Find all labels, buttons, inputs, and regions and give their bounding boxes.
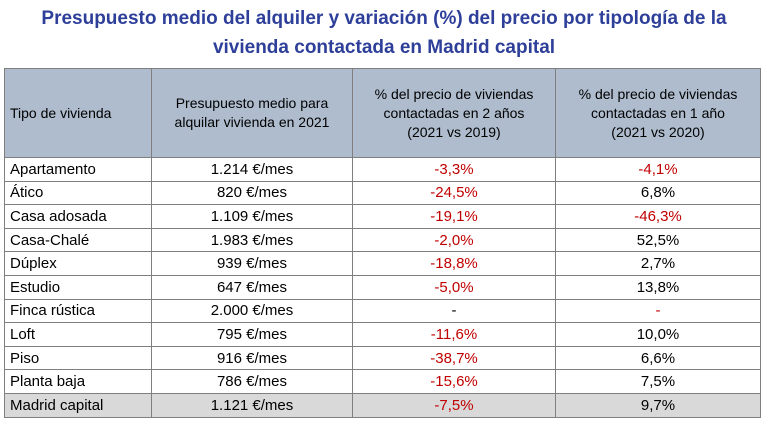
total-row: Madrid capital 1.121 €/mes -7,5% 9,7% (4, 392, 761, 418)
cell-presupuesto: 1.109 €/mes (151, 204, 353, 229)
table-row: Apartamento 1.214 €/mes -3,3% -4,1% (4, 157, 761, 182)
cell-presupuesto: 2.000 €/mes (151, 298, 353, 324)
cell-tipo: Ático (4, 180, 152, 206)
cell-presupuesto: 820 €/mes (151, 180, 353, 206)
cell-tipo: Dúplex (4, 251, 152, 276)
cell-presupuesto: 795 €/mes (151, 322, 353, 347)
cell-tipo: Madrid capital (4, 392, 152, 418)
cell-var-1-ano: 6,6% (555, 345, 761, 371)
cell-var-1-ano: 10,0% (555, 322, 761, 347)
cell-tipo: Casa adosada (4, 204, 152, 229)
table-row: Casa-Chalé 1.983 €/mes -2,0% 52,5% (4, 227, 761, 253)
cell-var-2-anos: -5,0% (352, 274, 556, 300)
cell-var-2-anos: -3,3% (352, 157, 556, 182)
cell-tipo: Piso (4, 345, 152, 371)
header-var-1-ano: % del precio de viviendas contactadas en … (555, 68, 761, 158)
cell-presupuesto: 1.214 €/mes (151, 157, 353, 182)
title-line-2: vivienda contactada en Madrid capital (212, 37, 556, 58)
page-title: Presupuesto medio del alquiler y variaci… (0, 4, 768, 62)
table-row: Ático 820 €/mes -24,5% 6,8% (4, 180, 761, 206)
table-body: Apartamento 1.214 €/mes -3,3% -4,1% Ático 820… (4, 157, 761, 418)
cell-presupuesto: 939 €/mes (151, 251, 353, 276)
cell-var-1-ano: 9,7% (555, 392, 761, 418)
cell-tipo: Estudio (4, 274, 152, 300)
cell-var-2-anos: -19,1% (352, 204, 556, 229)
cell-var-2-anos: -38,7% (352, 345, 556, 371)
cell-var-1-ano: 6,8% (555, 180, 761, 206)
rent-table: Tipo de vivienda Presupuesto medio para a… (4, 68, 761, 418)
cell-var-2-anos: -15,6% (352, 369, 556, 394)
cell-tipo: Loft (4, 322, 152, 347)
table-row: Dúplex 939 €/mes -18,8% 2,7% (4, 251, 761, 276)
cell-tipo: Planta baja (4, 369, 152, 394)
cell-presupuesto: 786 €/mes (151, 369, 353, 394)
cell-var-2-anos: -18,8% (352, 251, 556, 276)
cell-var-2-anos: -11,6% (352, 322, 556, 347)
cell-presupuesto: 916 €/mes (151, 345, 353, 371)
cell-presupuesto: 1.983 €/mes (151, 227, 353, 253)
cell-var-1-ano: 52,5% (555, 227, 761, 253)
cell-var-1-ano: - (555, 298, 761, 324)
cell-presupuesto: 1.121 €/mes (151, 392, 353, 418)
header-row: Tipo de vivienda Presupuesto medio para a… (4, 68, 761, 158)
header-tipo: Tipo de vivienda (4, 68, 152, 158)
cell-var-1-ano: 2,7% (555, 251, 761, 276)
table-row: Casa adosada 1.109 €/mes -19,1% -46,3% (4, 204, 761, 229)
cell-tipo: Finca rústica (4, 298, 152, 324)
cell-var-2-anos: -7,5% (352, 392, 556, 418)
cell-var-2-anos: -2,0% (352, 227, 556, 253)
table-row: Planta baja 786 €/mes -15,6% 7,5% (4, 369, 761, 394)
table-row: Piso 916 €/mes -38,7% 6,6% (4, 345, 761, 371)
table-row: Finca rústica 2.000 €/mes - - (4, 298, 761, 324)
cell-var-1-ano: 7,5% (555, 369, 761, 394)
cell-presupuesto: 647 €/mes (151, 274, 353, 300)
table-row: Loft 795 €/mes -11,6% 10,0% (4, 322, 761, 347)
cell-tipo: Apartamento (4, 157, 152, 182)
header-presupuesto: Presupuesto medio para alquilar vivienda … (151, 68, 353, 158)
cell-var-1-ano: -4,1% (555, 157, 761, 182)
cell-var-1-ano: -46,3% (555, 204, 761, 229)
cell-tipo: Casa-Chalé (4, 227, 152, 253)
cell-var-2-anos: -24,5% (352, 180, 556, 206)
title-line-1: Presupuesto medio del alquiler y variaci… (41, 8, 727, 29)
header-var-2-anos: % del precio de viviendas contactadas en … (352, 68, 556, 158)
cell-var-1-ano: 13,8% (555, 274, 761, 300)
table-row: Estudio 647 €/mes -5,0% 13,8% (4, 274, 761, 300)
cell-var-2-anos: - (352, 298, 556, 324)
